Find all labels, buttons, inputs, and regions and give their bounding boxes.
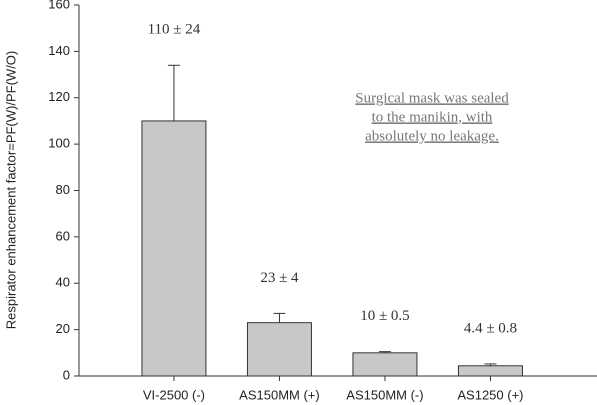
x-tick-label: AS150MM (-) xyxy=(346,387,423,402)
y-axis-label: Respirator enhancement factor=PF(W)/PF(W… xyxy=(3,51,18,330)
x-tick-label: AS150MM (+) xyxy=(239,387,320,402)
value-label: 10 ± 0.5 xyxy=(360,308,409,324)
y-tick-label: 80 xyxy=(56,182,70,197)
annotation: to the manikin, with xyxy=(372,109,493,125)
y-tick-label: 40 xyxy=(56,275,70,290)
bar xyxy=(352,352,418,377)
y-tick-label: 140 xyxy=(48,43,70,58)
y-tick-label: 0 xyxy=(63,367,70,382)
bar xyxy=(246,322,312,377)
x-tick-label: AS1250 (+) xyxy=(457,387,523,402)
bar xyxy=(141,120,207,377)
bar xyxy=(457,365,523,377)
y-tick-label: 160 xyxy=(48,0,70,11)
annotation: absolutely no leakage. xyxy=(365,128,499,144)
x-tick-label: VI-2500 (-) xyxy=(143,387,205,402)
annotation: Surgical mask was sealed xyxy=(355,90,509,106)
value-label: 110 ± 24 xyxy=(148,22,201,38)
y-tick-label: 120 xyxy=(48,89,70,104)
value-label: 4.4 ± 0.8 xyxy=(464,320,517,336)
y-tick-label: 60 xyxy=(56,228,70,243)
value-label: 23 ± 4 xyxy=(260,270,299,286)
y-tick-label: 20 xyxy=(56,321,70,336)
y-tick-label: 100 xyxy=(48,136,70,151)
